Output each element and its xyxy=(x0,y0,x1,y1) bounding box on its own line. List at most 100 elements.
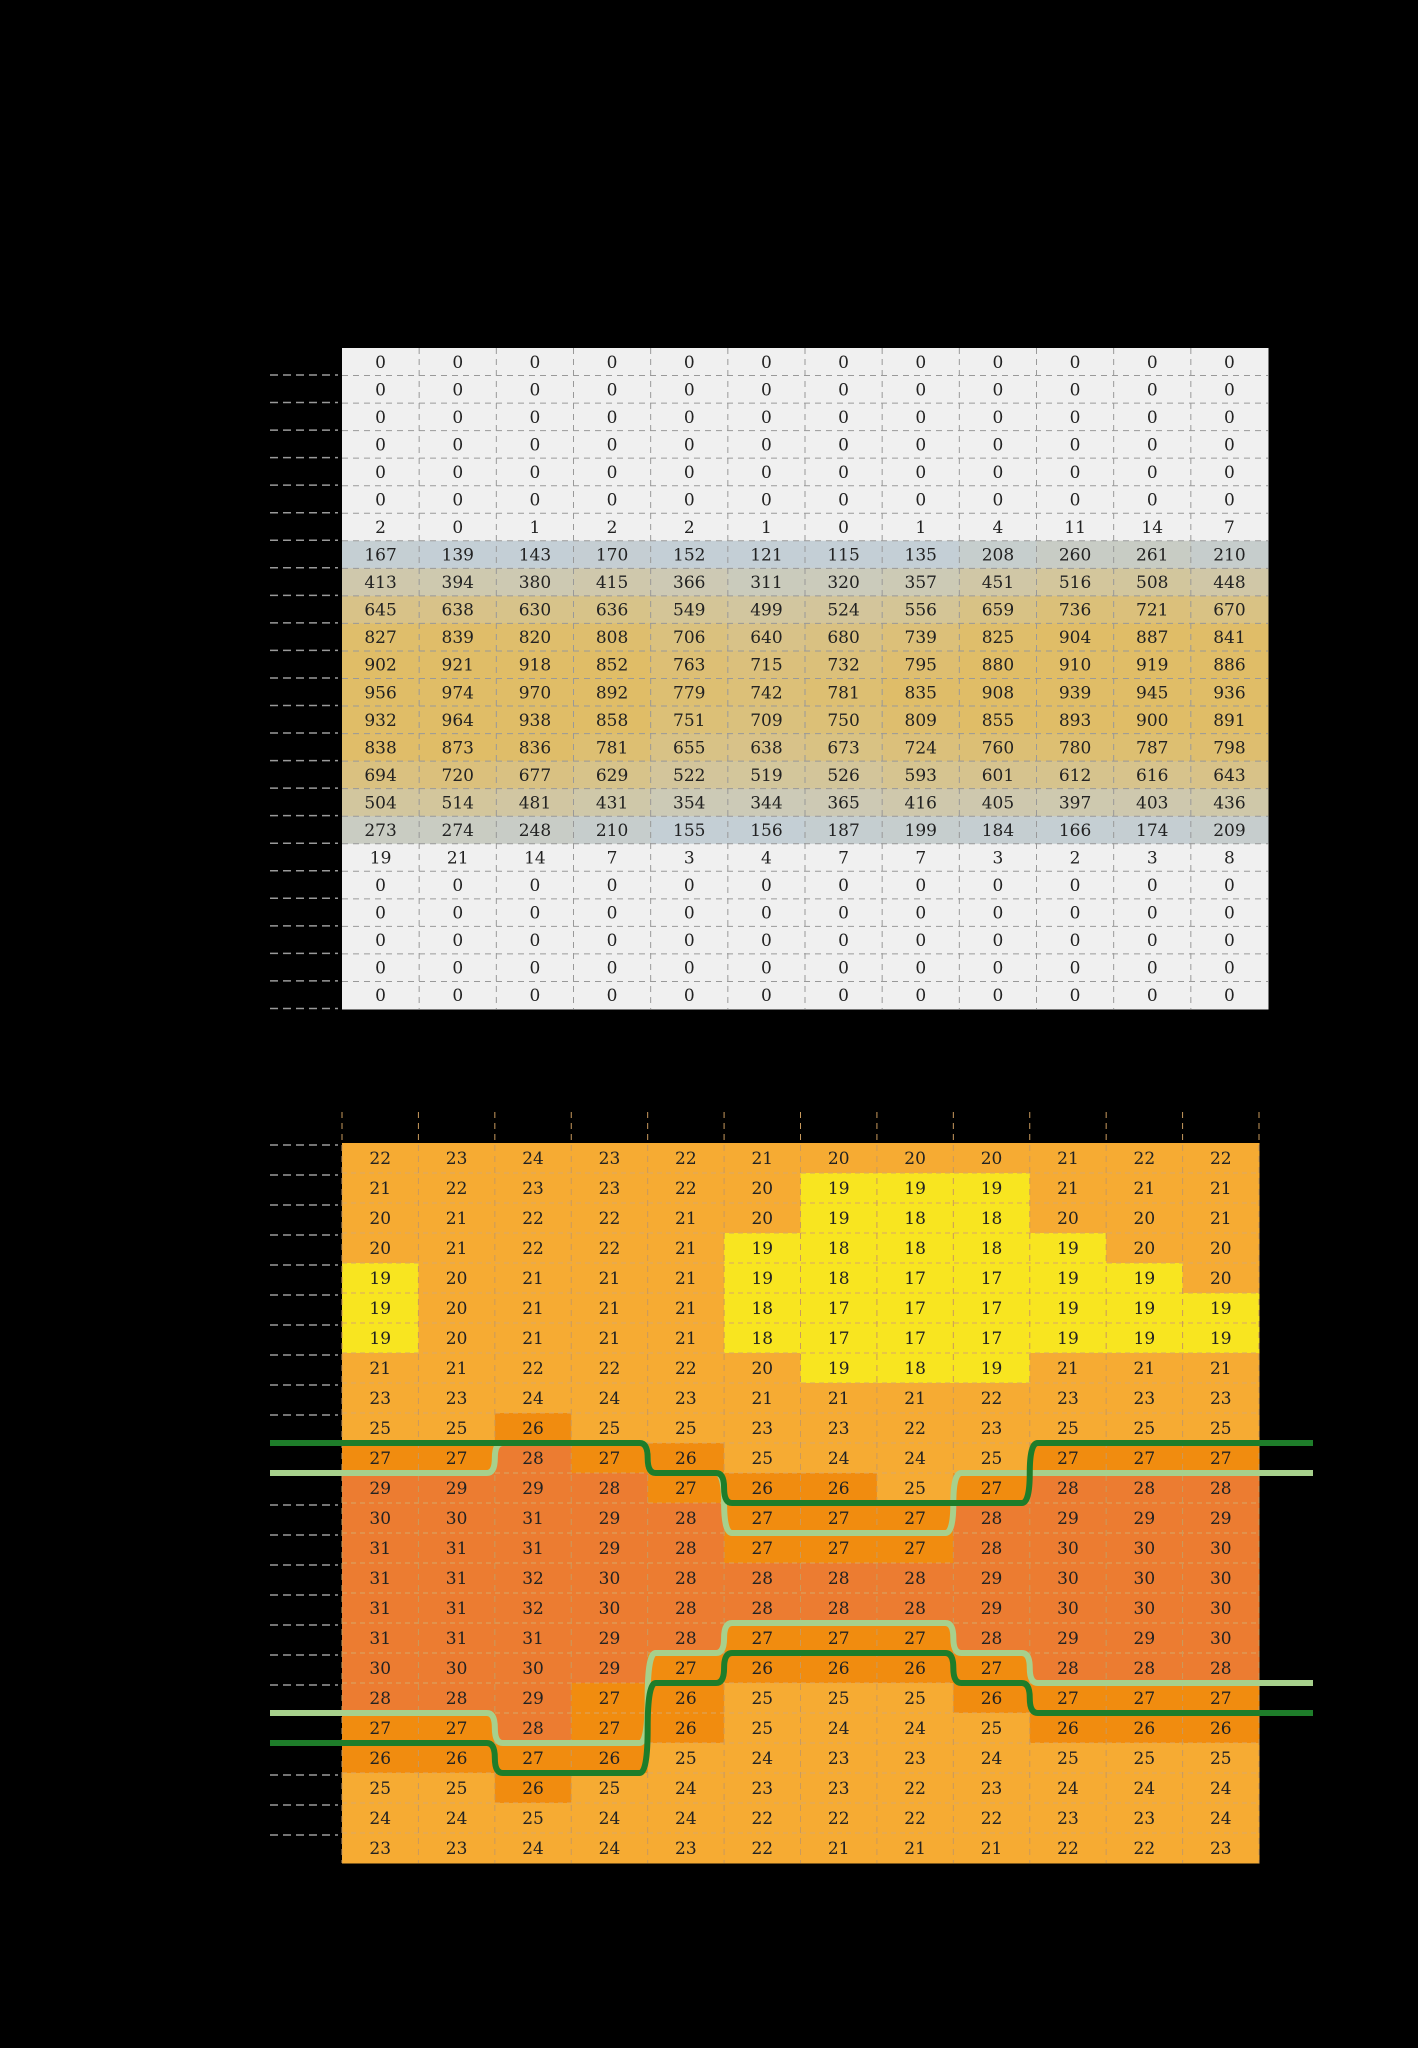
temperature-cell xyxy=(571,1533,649,1564)
temperature-cell xyxy=(571,1503,649,1534)
radiation-cell xyxy=(805,898,883,927)
temperature-value-label: 23 xyxy=(1210,1839,1232,1859)
temperature-cell xyxy=(494,1593,572,1624)
temperature-cell xyxy=(571,1173,649,1204)
temperature-cell xyxy=(800,1293,878,1324)
temperature-cell xyxy=(494,1383,572,1414)
radiation-cell xyxy=(882,871,960,900)
radiation-cell xyxy=(1113,430,1192,459)
radiation-value-label: 0 xyxy=(607,435,618,455)
temperature-cell xyxy=(494,1473,572,1504)
radiation-cell xyxy=(727,430,806,459)
temperature-value-label: 23 xyxy=(446,1149,468,1169)
temperature-value-label: 17 xyxy=(904,1329,926,1349)
temperature-cell xyxy=(953,1323,1031,1354)
temperature-value-label: 27 xyxy=(1134,1689,1156,1709)
temperature-cell xyxy=(418,1263,496,1294)
radiation-value-label: 0 xyxy=(607,904,618,924)
temperature-value-label: 26 xyxy=(751,1479,773,1499)
radiation-cell xyxy=(419,513,497,542)
temperature-value-label: 23 xyxy=(599,1149,621,1169)
radiation-value-label: 742 xyxy=(750,683,782,703)
radiation-cell xyxy=(342,761,420,790)
temperature-cell xyxy=(571,1713,649,1744)
radiation-cell xyxy=(727,706,806,735)
radiation-cell xyxy=(650,733,729,762)
temperature-cell xyxy=(647,1413,725,1444)
radiation-value-label: 11 xyxy=(1064,518,1086,538)
temperature-value-label: 19 xyxy=(904,1179,926,1199)
radiation-cell xyxy=(650,595,729,624)
radiation-cell xyxy=(496,513,574,542)
radiation-cell xyxy=(342,375,420,404)
radiation-cell xyxy=(573,981,652,1010)
radiation-cell xyxy=(882,733,960,762)
radiation-cell xyxy=(1190,568,1269,597)
temperature-cell xyxy=(724,1773,801,1804)
radiation-cell xyxy=(959,485,1037,514)
radiation-value-label: 0 xyxy=(915,876,926,896)
radiation-cell xyxy=(1190,650,1269,679)
radiation-value-label: 0 xyxy=(761,435,772,455)
radiation-value-label: 0 xyxy=(452,959,463,979)
temperature-value-label: 21 xyxy=(675,1209,697,1229)
radiation-cell xyxy=(650,843,729,872)
temperature-cell xyxy=(876,1683,954,1714)
radiation-cell xyxy=(342,623,420,652)
radiation-cell xyxy=(573,733,652,762)
radiation-cell xyxy=(342,926,420,955)
radiation-cell xyxy=(1113,761,1192,790)
temperature-value-label: 27 xyxy=(981,1479,1003,1499)
radiation-value-label: 0 xyxy=(915,904,926,924)
temperature-cell xyxy=(342,1173,419,1204)
temperature-value-label: 25 xyxy=(369,1419,391,1439)
radiation-cell xyxy=(342,403,420,432)
radiation-cell xyxy=(727,403,806,432)
temperature-value-label: 26 xyxy=(599,1749,621,1769)
radiation-value-label: 135 xyxy=(905,546,937,566)
radiation-cell xyxy=(882,788,960,817)
radiation-cell xyxy=(496,595,574,624)
radiation-cell xyxy=(882,595,960,624)
temperature-cell xyxy=(418,1713,496,1744)
radiation-cell xyxy=(959,761,1037,790)
radiation-value-label: 0 xyxy=(761,380,772,400)
radiation-cell xyxy=(573,623,652,652)
radiation-value-label: 0 xyxy=(684,959,695,979)
temperature-value-label: 21 xyxy=(828,1839,850,1859)
radiation-value-label: 0 xyxy=(993,463,1004,483)
temperature-value-label: 28 xyxy=(1134,1479,1156,1499)
temperature-cell xyxy=(571,1743,649,1774)
temperature-value-label: 23 xyxy=(828,1749,850,1769)
temperature-cell xyxy=(724,1173,801,1204)
temperature-value-label: 21 xyxy=(369,1359,391,1379)
radiation-cell xyxy=(342,568,420,597)
temperature-cell xyxy=(342,1803,419,1834)
radiation-cell xyxy=(882,981,960,1010)
temperature-value-label: 22 xyxy=(1134,1149,1156,1169)
temperature-value-label: 22 xyxy=(1134,1839,1156,1859)
radiation-value-label: 0 xyxy=(1070,490,1081,510)
temperature-cell xyxy=(1182,1593,1260,1624)
radiation-value-label: 0 xyxy=(1224,353,1235,373)
temperature-cell xyxy=(724,1683,801,1714)
radiation-value-label: 825 xyxy=(982,628,1014,648)
temperature-cell xyxy=(494,1203,572,1234)
temperature-cell xyxy=(724,1623,801,1654)
radiation-cell xyxy=(882,375,960,404)
temperature-cell xyxy=(1106,1713,1184,1744)
temperature-value-label: 27 xyxy=(446,1719,468,1739)
temperature-value-label: 21 xyxy=(522,1329,544,1349)
temperature-value-label: 23 xyxy=(675,1389,697,1409)
temperature-cell xyxy=(1182,1473,1260,1504)
radiation-value-label: 780 xyxy=(1059,738,1091,758)
temperature-cell xyxy=(342,1323,419,1354)
radiation-value-label: 7 xyxy=(838,849,849,869)
radiation-cell xyxy=(882,623,960,652)
radiation-value-label: 638 xyxy=(442,601,474,621)
temperature-cell xyxy=(953,1233,1031,1264)
radiation-value-label: 732 xyxy=(827,656,859,676)
temperature-value-label: 23 xyxy=(369,1389,391,1409)
radiation-value-label: 938 xyxy=(519,711,551,731)
radiation-cell xyxy=(1190,430,1269,459)
